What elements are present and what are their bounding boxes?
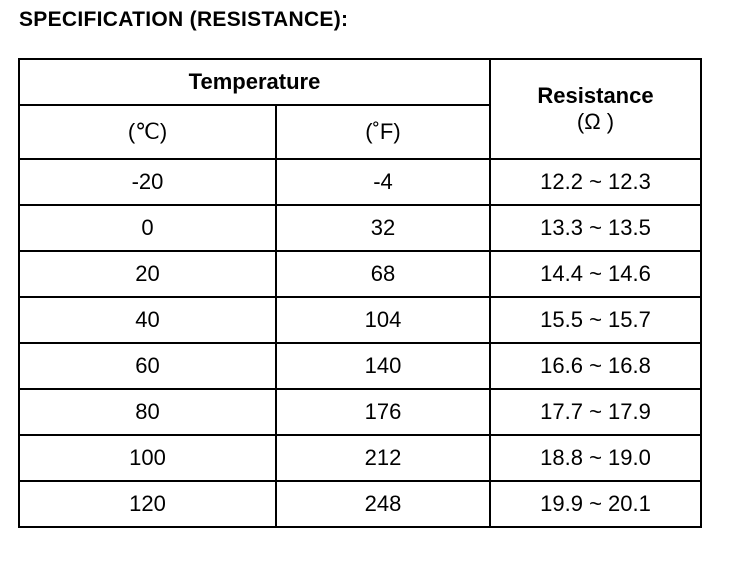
spec-table: Temperature Resistance (Ω ) (℃) (˚F) -20…	[18, 58, 702, 528]
resistance-cell: 12.2 ~ 12.3	[489, 158, 702, 206]
resistance-cell: 13.3 ~ 13.5	[489, 204, 702, 252]
fahrenheit-cell: 140	[275, 342, 491, 390]
table-row: 100 212 18.8 ~ 19.0	[18, 434, 702, 482]
celsius-cell: 0	[18, 204, 277, 252]
fahrenheit-cell: 176	[275, 388, 491, 436]
fahrenheit-cell: 212	[275, 434, 491, 482]
header-celsius: (℃)	[18, 104, 277, 160]
celsius-cell: 60	[18, 342, 277, 390]
table-row: 120 248 19.9 ~ 20.1	[18, 480, 702, 528]
resistance-cell: 14.4 ~ 14.6	[489, 250, 702, 298]
fahrenheit-cell: -4	[275, 158, 491, 206]
table-body: -20 -4 12.2 ~ 12.3 0 32 13.3 ~ 13.5 20 68 14.4 ~…	[18, 158, 702, 528]
table-row: -20 -4 12.2 ~ 12.3	[18, 158, 702, 206]
resistance-cell: 17.7 ~ 17.9	[489, 388, 702, 436]
resistance-cell: 16.6 ~ 16.8	[489, 342, 702, 390]
fahrenheit-cell: 248	[275, 480, 491, 528]
celsius-cell: 20	[18, 250, 277, 298]
celsius-cell: 100	[18, 434, 277, 482]
header-resistance-unit: (Ω )	[576, 109, 615, 134]
celsius-cell: 120	[18, 480, 277, 528]
fahrenheit-cell: 68	[275, 250, 491, 298]
resistance-cell: 18.8 ~ 19.0	[489, 434, 702, 482]
celsius-cell: 40	[18, 296, 277, 344]
header-resistance: Resistance	[537, 83, 654, 108]
fahrenheit-cell: 104	[275, 296, 491, 344]
celsius-cell: -20	[18, 158, 277, 206]
table-row: 0 32 13.3 ~ 13.5	[18, 204, 702, 252]
resistance-cell: 15.5 ~ 15.7	[489, 296, 702, 344]
header-fahrenheit: (˚F)	[275, 104, 491, 160]
table-row: 20 68 14.4 ~ 14.6	[18, 250, 702, 298]
resistance-cell: 19.9 ~ 20.1	[489, 480, 702, 528]
table-row: 80 176 17.7 ~ 17.9	[18, 388, 702, 436]
header-temperature: Temperature	[18, 58, 491, 106]
table-row: 40 104 15.5 ~ 15.7	[18, 296, 702, 344]
title: SPECIFICATION (RESISTANCE):	[19, 8, 349, 31]
table-row: 60 140 16.6 ~ 16.8	[18, 342, 702, 390]
celsius-cell: 80	[18, 388, 277, 436]
fahrenheit-cell: 32	[275, 204, 491, 252]
header-resistance-cell: Resistance (Ω )	[489, 58, 702, 160]
